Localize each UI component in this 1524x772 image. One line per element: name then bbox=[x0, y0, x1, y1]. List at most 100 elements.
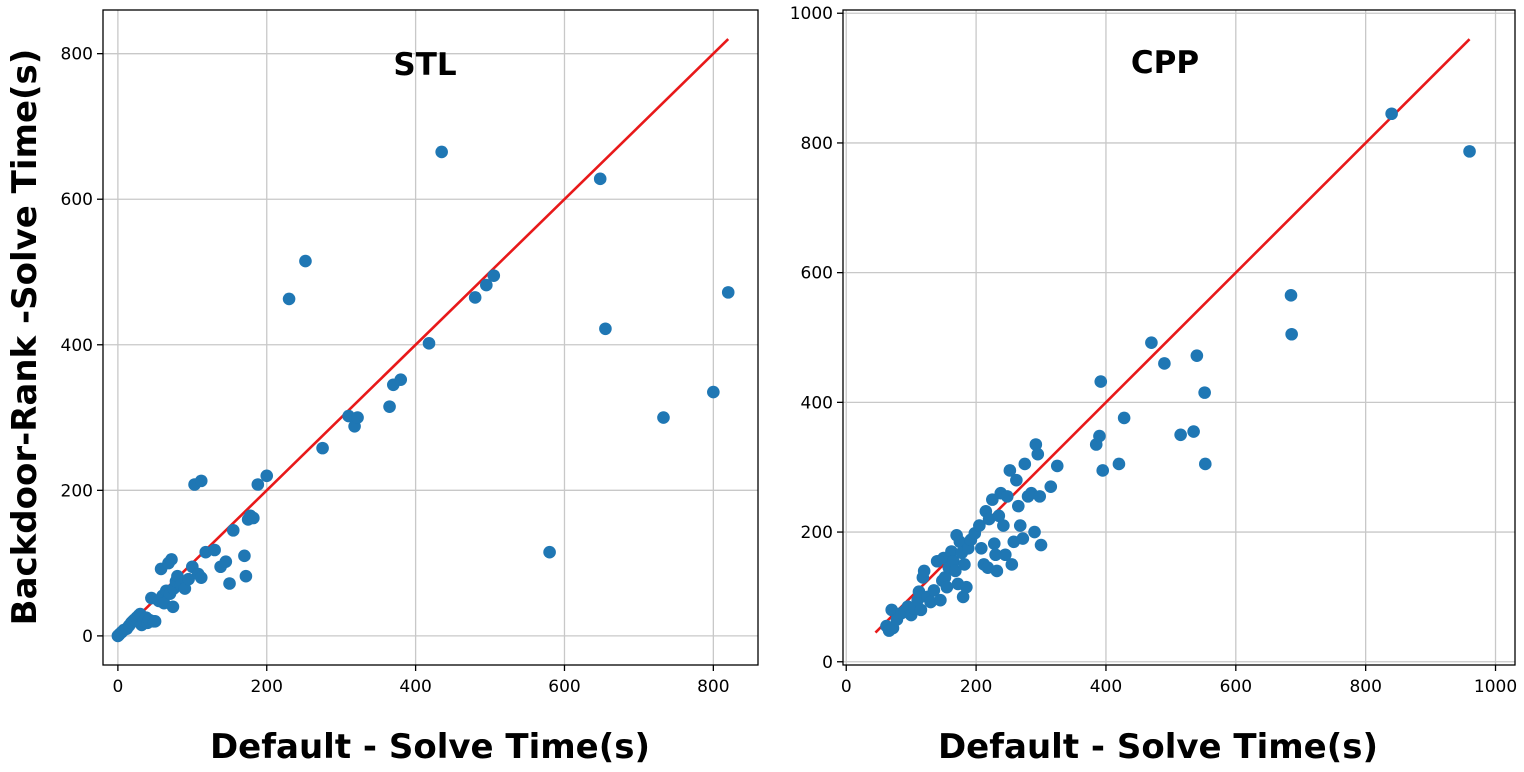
cpp-data-point bbox=[1198, 386, 1211, 399]
cpp-y-tick-label: 0 bbox=[822, 653, 833, 673]
stl-data-point bbox=[208, 543, 221, 557]
cpp-x-tick-label: 600 bbox=[1220, 677, 1252, 697]
cpp-data-point bbox=[1117, 411, 1131, 425]
cpp-data-point bbox=[1096, 464, 1110, 477]
stl-grid bbox=[103, 10, 758, 665]
cpp-x-tick-label: 1000 bbox=[1474, 677, 1517, 697]
stl-title: STL bbox=[393, 47, 456, 83]
cpp-data-point bbox=[1198, 457, 1212, 471]
stl-data-point bbox=[251, 478, 265, 491]
stl-y-tick-label: 800 bbox=[61, 45, 93, 65]
stl-data-point bbox=[351, 411, 364, 424]
stl-data-point bbox=[721, 286, 735, 299]
stl-data-point bbox=[239, 569, 253, 583]
cpp-data-point bbox=[924, 595, 937, 609]
stl-data-point bbox=[260, 469, 274, 483]
cpp-data-point bbox=[1174, 428, 1187, 442]
cpp-data-point bbox=[1034, 538, 1048, 552]
cpp-data-point bbox=[917, 564, 931, 578]
cpp-data-point bbox=[1033, 490, 1047, 503]
cpp-data-point bbox=[1028, 525, 1041, 539]
cpp-data-point bbox=[949, 564, 962, 578]
stl-axes-frame bbox=[102, 9, 759, 666]
stl-data-point bbox=[593, 172, 607, 186]
cpp-y-tick-label: 400 bbox=[801, 393, 833, 413]
cpp-data-point bbox=[1145, 336, 1158, 349]
cpp-data-point bbox=[1012, 499, 1025, 513]
cpp-x-tick-label: 800 bbox=[1349, 677, 1381, 697]
stl-data-point bbox=[316, 441, 329, 455]
stl-data-point bbox=[178, 582, 192, 595]
stl-data-point bbox=[194, 571, 208, 584]
stl-x-tick-label: 600 bbox=[548, 677, 580, 697]
cpp-data-point bbox=[956, 590, 970, 604]
stl-data-point bbox=[422, 337, 436, 350]
stl-data-point bbox=[468, 291, 482, 304]
stl-y-tick-label: 600 bbox=[61, 190, 93, 210]
stl-data-point bbox=[223, 577, 236, 590]
cpp-data-point bbox=[1050, 459, 1064, 473]
stl-data-point bbox=[599, 322, 612, 336]
stl-y-tick-label: 0 bbox=[82, 627, 93, 647]
cpp-data-point bbox=[997, 519, 1010, 532]
cpp-scatter-panel: 0 200 400 600 800 1000 0 200 400 600 800 1000 CPP D… bbox=[790, 4, 1517, 767]
cpp-data-point bbox=[1010, 473, 1023, 487]
cpp-y-tick-label: 600 bbox=[801, 264, 833, 284]
stl-data-point bbox=[247, 511, 260, 525]
stl-data-point bbox=[219, 555, 233, 568]
cpp-data-point bbox=[1044, 480, 1058, 493]
cpp-data-point bbox=[1285, 327, 1298, 341]
cpp-data-point bbox=[934, 593, 947, 607]
stl-data-point bbox=[480, 278, 493, 292]
cpp-y-tick-label: 200 bbox=[801, 523, 833, 543]
stl-data-point bbox=[543, 545, 556, 559]
stl-data-point bbox=[166, 600, 180, 614]
stl-data-point bbox=[282, 292, 296, 306]
y-axis-title: Backdoor-Rank -Solve Time(s) bbox=[5, 49, 45, 626]
stl-data-point bbox=[383, 400, 396, 413]
cpp-data-point bbox=[973, 519, 986, 532]
stl-points bbox=[111, 145, 735, 643]
cpp-data-point bbox=[958, 558, 971, 571]
stl-ticks: 0 200 400 600 800 0 200 400 600 800 bbox=[61, 45, 730, 697]
cpp-title: CPP bbox=[1131, 45, 1199, 81]
stl-data-point bbox=[435, 145, 448, 159]
stl-data-point bbox=[182, 572, 195, 586]
cpp-data-point bbox=[1158, 357, 1171, 370]
cpp-x-tick-label: 200 bbox=[960, 677, 992, 697]
stl-data-point bbox=[226, 524, 240, 537]
cpp-data-point bbox=[990, 564, 1004, 578]
cpp-data-point bbox=[1003, 464, 1017, 477]
cpp-data-point bbox=[1000, 490, 1014, 503]
stl-x-tick-label: 200 bbox=[251, 677, 283, 697]
cpp-data-point bbox=[1385, 107, 1398, 121]
cpp-data-point bbox=[1094, 375, 1108, 388]
cpp-data-point bbox=[945, 545, 958, 558]
stl-data-point bbox=[707, 385, 720, 399]
stl-reference-line bbox=[116, 38, 730, 637]
stl-scatter-panel: 0 200 400 600 800 0 200 400 600 800 STL Default -… bbox=[61, 9, 759, 767]
cpp-data-point bbox=[982, 512, 996, 526]
cpp-axes-frame bbox=[842, 9, 1516, 666]
cpp-data-point bbox=[1284, 289, 1298, 302]
cpp-data-point bbox=[1029, 438, 1043, 451]
cpp-data-point bbox=[1187, 425, 1200, 438]
stl-data-point bbox=[194, 474, 208, 488]
cpp-y-tick-label: 800 bbox=[801, 134, 833, 154]
stl-data-point bbox=[238, 549, 251, 563]
cpp-data-point bbox=[1018, 457, 1032, 471]
cpp-data-point bbox=[989, 548, 1002, 562]
cpp-data-point bbox=[974, 541, 988, 555]
stl-x-tick-label: 0 bbox=[112, 677, 123, 697]
stl-data-point bbox=[165, 553, 178, 566]
stl-data-point bbox=[487, 269, 501, 282]
cpp-data-point bbox=[885, 603, 898, 617]
cpp-data-point bbox=[987, 537, 1001, 551]
cpp-data-point bbox=[1005, 558, 1019, 571]
cpp-data-point bbox=[940, 580, 954, 594]
stl-data-point bbox=[657, 411, 670, 424]
cpp-data-point bbox=[999, 548, 1012, 562]
stl-x-axis-title: Default - Solve Time(s) bbox=[210, 727, 650, 767]
cpp-ticks: 0 200 400 600 800 1000 0 200 400 600 800 1000 bbox=[790, 4, 1517, 697]
cpp-points bbox=[880, 107, 1476, 637]
